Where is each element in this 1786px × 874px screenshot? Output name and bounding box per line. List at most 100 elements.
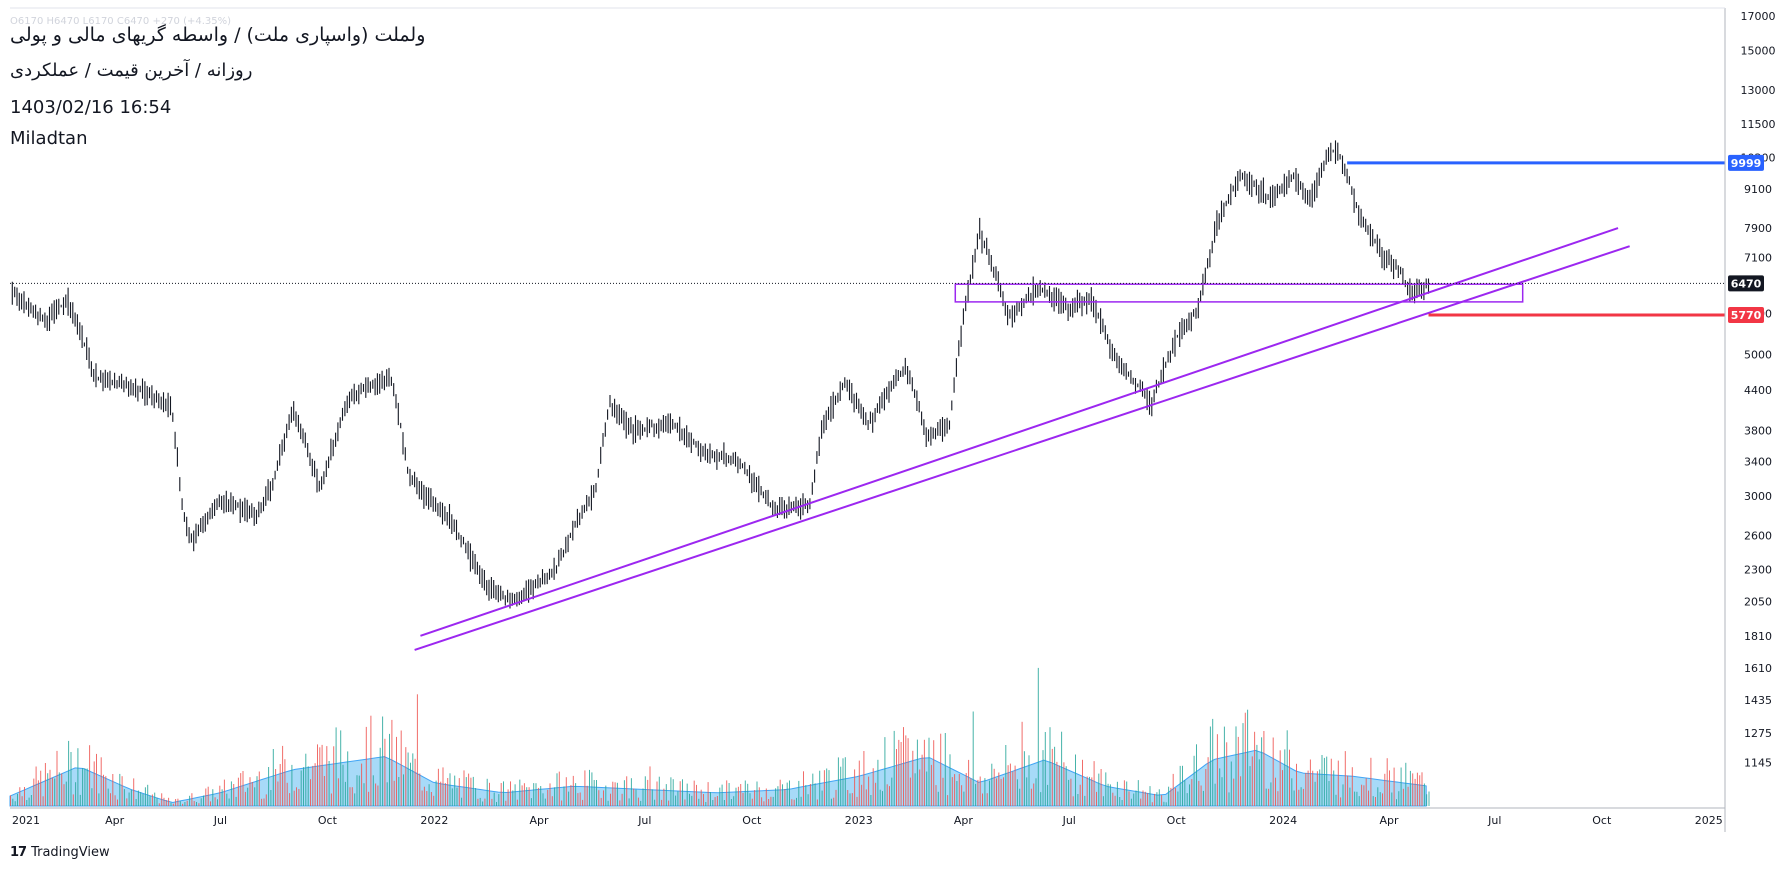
volume-bar — [1216, 734, 1218, 806]
volume-bar — [293, 790, 295, 806]
volume-bar — [1184, 780, 1186, 806]
volume-bar — [1270, 782, 1272, 806]
volume-bar — [1003, 777, 1004, 806]
volume-bar — [682, 779, 683, 806]
volume-bar — [465, 777, 467, 806]
volume-bar — [470, 777, 472, 806]
volume-bar — [56, 750, 58, 806]
volume-bar — [391, 719, 393, 806]
y-tick-label: 3800 — [1744, 425, 1772, 438]
volume-bar — [526, 787, 528, 806]
volume-bar — [193, 801, 195, 806]
volume-bar — [1135, 790, 1137, 806]
volume-bar — [126, 798, 128, 806]
volume-bar — [1375, 797, 1376, 806]
volume-bar — [647, 779, 649, 806]
volume-bar — [68, 740, 70, 806]
volume-bar — [370, 715, 372, 806]
volume-bar — [237, 777, 239, 806]
volume-bar — [714, 797, 716, 806]
volume-bar — [979, 776, 981, 806]
volume-bar — [200, 798, 202, 806]
price-candles — [11, 140, 1430, 609]
volume-bar — [389, 733, 390, 806]
volume-bar — [849, 793, 851, 806]
volume-bar — [1407, 786, 1409, 806]
volume-bar — [228, 798, 230, 806]
volume-bar — [905, 735, 907, 806]
volume-bar — [30, 795, 32, 806]
support-price-label: 5770 — [1731, 309, 1762, 322]
volume-bar — [821, 790, 823, 806]
volume-bar — [854, 769, 856, 806]
volume-bar — [1030, 788, 1032, 806]
volume-bar — [1428, 791, 1430, 806]
volume-bar — [356, 775, 358, 806]
volume-bar — [1075, 754, 1076, 806]
volume-bar — [84, 768, 86, 806]
volume-bar — [384, 738, 386, 806]
volume-bar — [851, 793, 853, 806]
volume-bar — [70, 752, 72, 806]
volume-bar — [1089, 776, 1090, 806]
volume-bar — [958, 773, 960, 806]
volume-bar — [1282, 770, 1283, 806]
volume-bar — [258, 771, 260, 806]
x-tick-label: 2025 — [1695, 814, 1723, 827]
volume-bar — [765, 788, 767, 806]
volume-bar — [226, 793, 228, 806]
y-tick-label: 1145 — [1744, 757, 1772, 770]
volume-bar — [735, 787, 737, 806]
volume-bar — [219, 785, 221, 806]
volume-bar — [649, 766, 651, 806]
volume-bar — [703, 794, 704, 806]
volume-bar — [1061, 731, 1063, 806]
volume-bar — [644, 776, 646, 806]
volume-bar — [1170, 787, 1172, 806]
volume-bar — [872, 768, 874, 806]
volume-bar — [1077, 794, 1079, 806]
y-tick-label: 1435 — [1744, 694, 1772, 707]
volume-bar — [256, 776, 258, 806]
volume-bar — [586, 785, 588, 806]
volume-bar — [128, 792, 130, 806]
volume-bar — [707, 782, 709, 806]
tradingview-logo[interactable]: 17 TradingView — [10, 845, 110, 860]
volume-bar — [1296, 763, 1297, 806]
volume-bar — [1056, 761, 1058, 806]
volume-bar — [791, 799, 793, 806]
volume-bar — [998, 772, 1000, 806]
volume-bar — [49, 769, 51, 806]
volume-bar — [72, 794, 74, 806]
y-tick-label: 3000 — [1744, 490, 1772, 503]
volume-bar — [551, 796, 553, 806]
volume-bar — [1009, 763, 1011, 806]
volume-bar — [693, 780, 695, 806]
volume-bar — [214, 797, 216, 806]
tradingview-logo-icon: 17 — [10, 845, 27, 860]
volume-bar — [547, 789, 549, 806]
volume-bar — [310, 779, 311, 806]
volume-bar — [896, 749, 897, 806]
volume-bar — [1040, 792, 1042, 806]
volume-bar — [1423, 783, 1425, 806]
volume-bar — [437, 768, 439, 806]
volume-bar — [482, 801, 484, 806]
volume-bar — [935, 785, 937, 806]
volume-bar — [184, 802, 186, 806]
volume-bar — [1426, 794, 1428, 806]
volume-bar — [507, 789, 509, 806]
volume-bar — [561, 800, 563, 806]
volume-bar — [610, 793, 611, 806]
volume-bar — [21, 796, 23, 806]
volume-bar — [1042, 750, 1044, 806]
volume-bar — [333, 746, 335, 806]
volume-bar — [379, 747, 381, 806]
volume-bar — [1305, 773, 1307, 806]
volume-bar — [907, 738, 909, 806]
volume-bar — [1142, 790, 1144, 806]
volume-bar — [1082, 759, 1083, 806]
volume-bar — [1340, 797, 1342, 806]
